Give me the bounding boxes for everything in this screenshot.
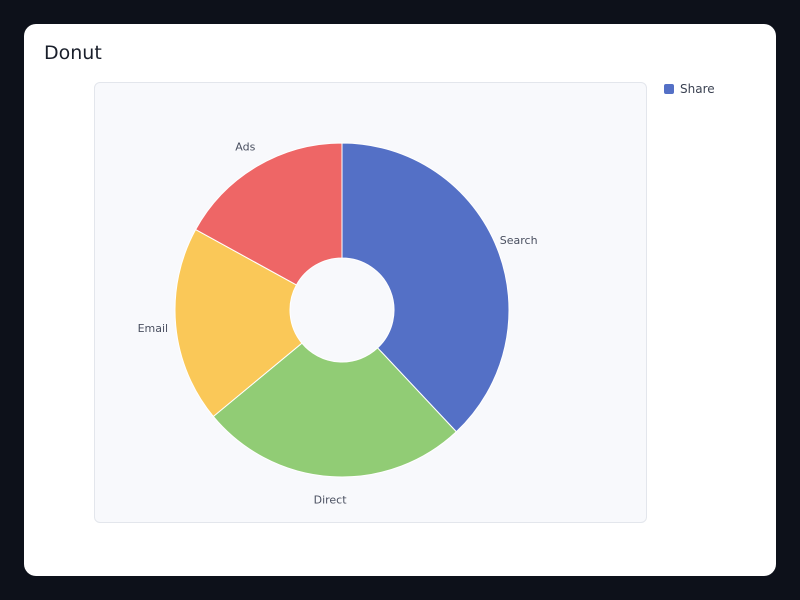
legend[interactable]: Share [664,82,715,96]
slice-label-search: Search [500,234,538,247]
slice-label-email: Email [138,322,169,335]
legend-swatch [664,84,674,94]
donut-chart: Search Direct Email Ads [138,140,538,507]
donut-slice-search[interactable] [341,142,510,433]
slice-label-direct: Direct [314,494,348,507]
slice-label-ads: Ads [235,140,255,153]
donut-slice-direct[interactable] [212,342,458,478]
card-title: Donut [44,42,102,64]
donut-slice-email[interactable] [174,228,303,418]
legend-label: Share [680,82,715,96]
donut-slice-ads[interactable] [194,142,343,286]
chart-card: Donut Share Search Direct Email Ads [24,24,776,576]
